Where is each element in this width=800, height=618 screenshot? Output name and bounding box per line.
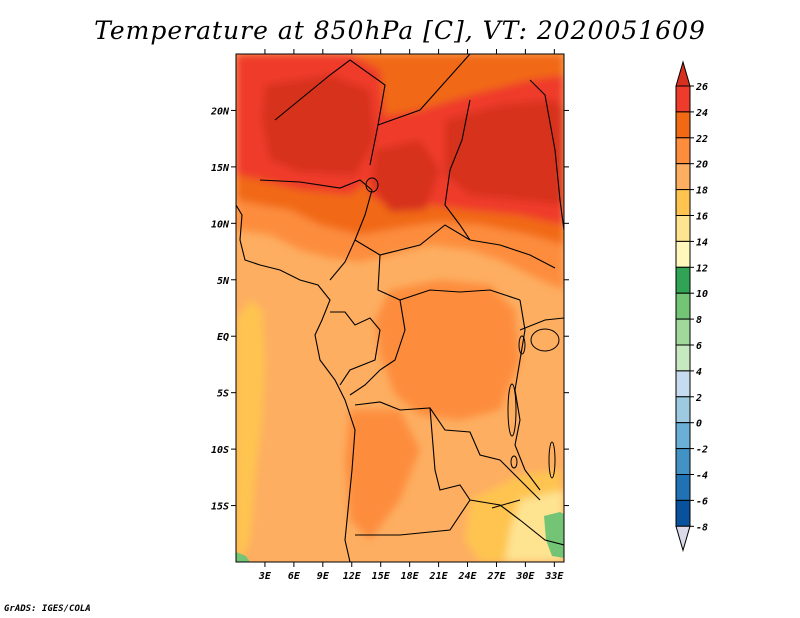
lakes xyxy=(365,177,560,509)
colorbar-label: -6 xyxy=(696,496,708,507)
colorbar-label: 0 xyxy=(696,419,702,430)
y-tick-label: 15S xyxy=(211,502,229,513)
lake-mweru xyxy=(510,455,518,469)
x-axis: 3E 6E 9E 12E 15E 18E 21E 24E 27E 30E 33E xyxy=(258,49,564,582)
grads-credit: GrADS: IGES/COLA xyxy=(4,604,91,614)
colorbar-box xyxy=(675,318,691,346)
border-congo-drc xyxy=(349,299,406,396)
map-frame xyxy=(235,53,565,563)
colorbar-box xyxy=(675,189,691,217)
x-tick-label: 30E xyxy=(515,571,535,582)
border-gabon-congo xyxy=(330,311,381,386)
colorbar-box xyxy=(675,499,691,527)
y-tick-label: 10S xyxy=(211,445,229,456)
border-zambia-zimbabwe xyxy=(469,499,564,546)
field-zone-26-lake-chad xyxy=(372,140,440,212)
colorbar-box xyxy=(675,85,691,113)
lake-victoria xyxy=(530,328,560,352)
border-uganda-kenya xyxy=(519,317,564,331)
colorbar-label: 8 xyxy=(696,315,702,326)
field-zone-central-basin xyxy=(375,280,520,420)
border-angola-zambia xyxy=(355,407,471,536)
x-tick-label: 9E xyxy=(317,571,330,582)
colorbar-label: 14 xyxy=(696,237,708,248)
map-title: Temperature at 850hPa [C], VT: 202005160… xyxy=(94,16,706,45)
coastline-west-africa xyxy=(236,204,356,562)
y-tick-label: 5N xyxy=(217,276,230,287)
colorbar-box xyxy=(675,448,691,476)
y-tick-label: 20N xyxy=(210,106,230,117)
field-zone-26-west xyxy=(262,75,375,175)
colorbar-label: 4 xyxy=(696,367,702,378)
x-tick-label: 21E xyxy=(429,571,449,582)
colorbar-box xyxy=(675,396,691,424)
field-zone-16-18-coast xyxy=(236,300,265,562)
colorbar-label: 2 xyxy=(695,393,702,404)
colorbar-box xyxy=(675,474,691,501)
colorbar-box xyxy=(675,292,691,320)
colorbar-label: 22 xyxy=(695,134,708,145)
lake-tanganyika xyxy=(507,383,517,437)
colorbar-label: -8 xyxy=(696,522,708,533)
border-car xyxy=(354,224,556,269)
border-car-south xyxy=(377,254,521,301)
border-niger-chad xyxy=(377,54,471,126)
colorbar-box xyxy=(675,422,691,450)
x-tick-label: 18E xyxy=(401,571,420,582)
x-tick-label: 27E xyxy=(486,571,506,582)
colorbar-top-arrow xyxy=(675,60,691,87)
x-tick-label: 6E xyxy=(288,571,301,582)
y-tick-label: 15N xyxy=(211,163,230,174)
colorbar-box xyxy=(675,163,691,191)
lake-kariba xyxy=(491,499,521,509)
colorbar-box xyxy=(675,370,691,398)
x-tick-label: 12E xyxy=(343,571,362,582)
lake-chad xyxy=(365,177,379,193)
colorbar-label: -4 xyxy=(696,471,708,482)
field-zone-10-12-southwest xyxy=(236,552,250,562)
border-mali-niger xyxy=(274,59,386,166)
colorbar-bottom-arrow xyxy=(675,525,691,553)
colorbar-box xyxy=(675,215,691,242)
border-east-lakes xyxy=(514,299,541,491)
border-nigeria-north xyxy=(259,179,373,191)
colorbar-label: 12 xyxy=(696,263,708,274)
x-tick-label: 24E xyxy=(457,571,477,582)
colorbar-label: 26 xyxy=(695,82,708,93)
y-tick-label: EQ xyxy=(217,332,229,343)
colorbar-label: 20 xyxy=(695,160,708,171)
colorbar-label: 18 xyxy=(696,186,708,197)
colorbar-box xyxy=(675,266,691,294)
temperature-field xyxy=(236,54,564,562)
border-chad-sudan xyxy=(444,99,471,241)
y-tick-label: 10N xyxy=(211,219,230,230)
colorbar-label: -2 xyxy=(696,445,708,456)
border-sudan-ethiopia xyxy=(529,79,564,231)
colorbar-box xyxy=(675,344,691,372)
y-tick-label: 5S xyxy=(217,389,229,400)
country-borders xyxy=(236,54,564,562)
x-tick-label: 33E xyxy=(544,571,564,582)
x-tick-label: 15E xyxy=(372,571,391,582)
colorbar-label: 16 xyxy=(696,212,708,223)
x-tick-label: 3E xyxy=(258,571,272,582)
lake-malawi xyxy=(548,441,556,479)
field-zone-10-12-southeast xyxy=(544,512,564,558)
colorbar-label: 24 xyxy=(695,108,708,119)
field-zone-26-east xyxy=(445,100,564,205)
colorbar-label: 10 xyxy=(696,289,708,300)
colorbar-box xyxy=(675,111,691,139)
y-axis: 20N 15N 10N 5N EQ 5S 10S 15S xyxy=(210,106,569,513)
colorbar-box xyxy=(675,240,691,268)
lake-albert xyxy=(518,335,526,355)
border-drc-angola xyxy=(354,401,541,501)
colorbar-label: 6 xyxy=(696,341,702,352)
colorbar-box xyxy=(675,137,691,165)
field-zone-south-angola xyxy=(345,410,420,540)
